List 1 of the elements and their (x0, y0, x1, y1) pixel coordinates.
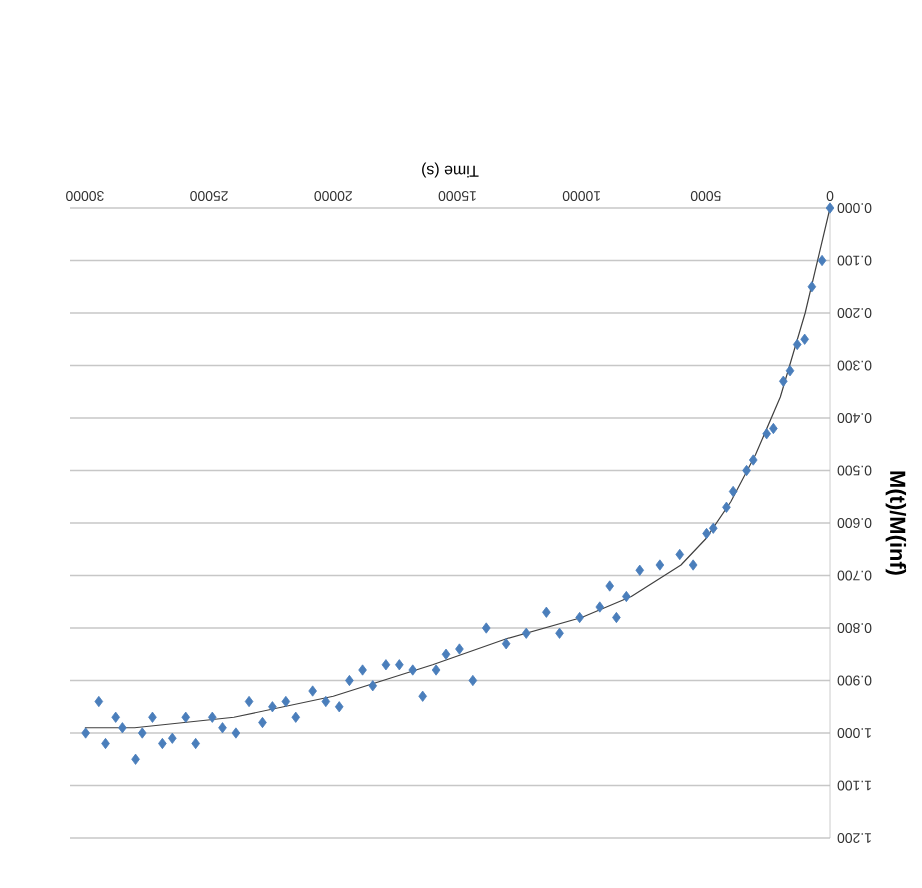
y-axis-title: M(t)/M(inf) (885, 471, 907, 575)
